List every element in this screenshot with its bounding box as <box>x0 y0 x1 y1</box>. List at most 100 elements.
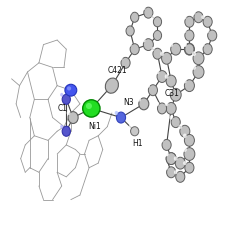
Ellipse shape <box>183 79 187 84</box>
Ellipse shape <box>184 80 194 92</box>
Ellipse shape <box>184 148 195 161</box>
Ellipse shape <box>124 25 127 29</box>
Ellipse shape <box>171 117 180 128</box>
Circle shape <box>65 85 77 97</box>
Ellipse shape <box>142 39 146 43</box>
Ellipse shape <box>115 111 118 116</box>
Circle shape <box>86 104 92 110</box>
Ellipse shape <box>156 70 159 75</box>
Text: H1: H1 <box>132 138 143 148</box>
Ellipse shape <box>165 166 168 170</box>
Ellipse shape <box>192 52 196 57</box>
Ellipse shape <box>160 52 164 57</box>
Circle shape <box>67 87 71 91</box>
Ellipse shape <box>62 127 70 137</box>
Ellipse shape <box>144 8 153 19</box>
Ellipse shape <box>137 98 141 102</box>
Ellipse shape <box>165 152 168 157</box>
Ellipse shape <box>170 89 181 102</box>
Ellipse shape <box>121 58 130 69</box>
Ellipse shape <box>116 113 126 123</box>
Ellipse shape <box>208 31 217 42</box>
Text: C1: C1 <box>58 104 68 113</box>
Ellipse shape <box>151 16 154 20</box>
Ellipse shape <box>62 95 70 105</box>
Ellipse shape <box>175 158 185 169</box>
Ellipse shape <box>192 66 196 71</box>
Ellipse shape <box>183 43 187 48</box>
Ellipse shape <box>105 79 118 94</box>
Ellipse shape <box>203 44 212 55</box>
Text: C31: C31 <box>164 89 179 98</box>
Ellipse shape <box>183 147 187 152</box>
Ellipse shape <box>176 172 185 183</box>
Text: C421: C421 <box>107 65 127 74</box>
Ellipse shape <box>184 135 194 147</box>
Ellipse shape <box>153 49 162 60</box>
Ellipse shape <box>153 18 162 28</box>
Ellipse shape <box>157 71 167 83</box>
Ellipse shape <box>119 57 123 61</box>
Ellipse shape <box>68 112 78 124</box>
Ellipse shape <box>169 43 173 48</box>
Ellipse shape <box>129 43 132 47</box>
Ellipse shape <box>206 30 209 34</box>
Ellipse shape <box>60 94 63 97</box>
Ellipse shape <box>131 127 139 136</box>
Ellipse shape <box>147 84 150 88</box>
Ellipse shape <box>143 39 153 51</box>
Ellipse shape <box>183 43 187 47</box>
Ellipse shape <box>174 157 178 161</box>
Ellipse shape <box>67 111 70 116</box>
Ellipse shape <box>178 125 182 129</box>
Ellipse shape <box>60 125 63 129</box>
Ellipse shape <box>131 13 139 23</box>
Ellipse shape <box>183 161 187 165</box>
Ellipse shape <box>166 167 176 178</box>
Text: Ni1: Ni1 <box>88 121 101 131</box>
Ellipse shape <box>129 125 132 129</box>
Ellipse shape <box>165 75 168 79</box>
Ellipse shape <box>185 17 194 28</box>
Ellipse shape <box>183 16 187 20</box>
Ellipse shape <box>193 66 204 79</box>
Ellipse shape <box>151 30 154 34</box>
Ellipse shape <box>169 88 173 93</box>
Ellipse shape <box>194 13 203 24</box>
Ellipse shape <box>130 44 139 55</box>
Ellipse shape <box>201 43 205 47</box>
Ellipse shape <box>183 134 187 138</box>
Ellipse shape <box>185 31 194 42</box>
Ellipse shape <box>126 27 134 37</box>
Ellipse shape <box>129 12 132 15</box>
Circle shape <box>83 100 100 118</box>
Ellipse shape <box>166 103 176 115</box>
Ellipse shape <box>162 140 171 151</box>
Ellipse shape <box>192 12 196 16</box>
Ellipse shape <box>171 44 181 56</box>
Ellipse shape <box>142 7 145 11</box>
Text: N3: N3 <box>123 97 134 106</box>
Ellipse shape <box>165 152 168 157</box>
Ellipse shape <box>201 16 205 20</box>
Ellipse shape <box>169 116 173 120</box>
Ellipse shape <box>174 170 177 175</box>
Ellipse shape <box>203 17 212 28</box>
Ellipse shape <box>184 44 194 56</box>
Ellipse shape <box>193 53 204 65</box>
Ellipse shape <box>151 48 155 52</box>
Ellipse shape <box>185 163 194 173</box>
Ellipse shape <box>158 104 166 114</box>
Ellipse shape <box>185 44 194 55</box>
Ellipse shape <box>139 99 149 110</box>
Ellipse shape <box>96 76 101 82</box>
Ellipse shape <box>166 76 176 88</box>
Ellipse shape <box>166 153 176 165</box>
Ellipse shape <box>166 153 176 165</box>
Ellipse shape <box>162 53 172 65</box>
Ellipse shape <box>160 139 164 143</box>
Ellipse shape <box>148 85 158 96</box>
Ellipse shape <box>165 102 168 107</box>
Ellipse shape <box>183 30 187 34</box>
Ellipse shape <box>156 102 159 106</box>
